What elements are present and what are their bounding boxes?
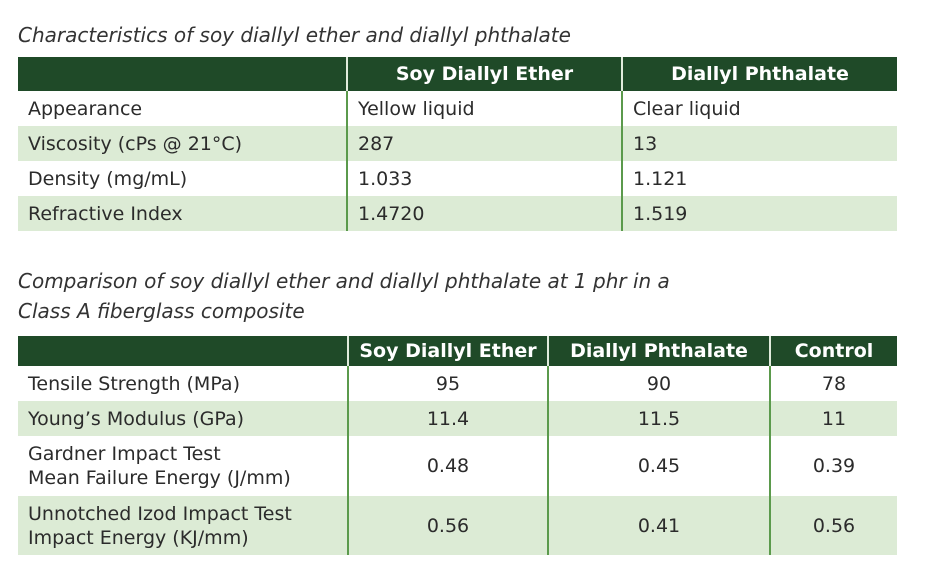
row-label: Refractive Index [18,196,347,231]
header-cell [18,336,348,366]
cell: 11 [769,401,897,436]
row: Viscosity (cPs @ 21°C) 287 13 [18,126,897,161]
row: Unnotched Izod Impact Test Impact Energy … [18,496,897,555]
header-cell: Soy Diallyl Ether [347,336,548,366]
cell: 11.4 [347,401,548,436]
header-cell: Diallyl Phthalate [547,336,770,366]
header-cell [18,57,347,91]
row-label: Appearance [28,97,143,120]
label-line: Young’s Modulus (GPa) [28,407,245,430]
row-label: Young’s Modulus (GPa) [18,401,348,436]
row: Refractive Index 1.4720 1.519 [18,196,897,231]
cell: 0.45 [547,436,770,496]
cell: 0.56 [769,496,897,555]
table-title: Characteristics of soy diallyl ether and… [18,23,571,47]
row-label: Unnotched Izod Impact Test Impact Energy … [18,496,348,555]
cell: 1.4720 [346,196,622,231]
row: Gardner Impact Test Mean Failure Energy (… [18,436,897,496]
row: Tensile Strength (MPa) 95 90 78 [18,366,897,401]
row: Young’s Modulus (GPa) 11.4 11.5 11 [18,401,897,436]
cell: 1.519 [621,196,897,231]
cell: 1.033 [346,161,622,196]
label-line: Tensile Strength (MPa) [28,372,240,395]
table: Soy Diallyl Ether Diallyl Phthalate Contro… [18,336,897,555]
title-line: Comparison of soy diallyl ether and dial… [18,269,670,293]
header-row: Soy Diallyl Ether Diallyl Phthalate Contro… [18,336,897,366]
cell: 1.121 [621,161,897,196]
cell: Yellow liquid [346,91,622,126]
label-line: Unnotched Izod Impact Test [28,502,292,525]
cell: 95 [347,366,548,401]
row: Density (mg/mL) 1.033 1.121 [18,161,897,196]
cell: 0.48 [347,436,548,496]
cell: 13 [621,126,897,161]
table-title: Comparison of soy diallyl ether and dial… [18,266,670,326]
row-label: Tensile Strength (MPa) [18,366,348,401]
table: Soy Diallyl Ether Diallyl Phthalate Appear… [18,57,897,231]
cell: 78 [769,366,897,401]
cell: Clear liquid [621,91,897,126]
cell: 0.39 [769,436,897,496]
cell: 11.5 [547,401,770,436]
row-label: Density (mg/mL) [28,167,188,190]
header-cell: Control [769,336,897,366]
label-line: Mean Failure Energy (J/mm) [28,467,291,489]
header-row: Soy Diallyl Ether Diallyl Phthalate [18,57,897,91]
cell: 90 [547,366,770,401]
label-line: Gardner Impact Test [28,443,221,465]
cell: 0.41 [547,496,770,555]
cell: 0.56 [347,496,548,555]
row-label: Gardner Impact Test Mean Failure Energy (… [18,436,348,496]
row-label: Viscosity (cPs @ 21°C) [18,126,347,161]
header-cell: Diallyl Phthalate [621,57,897,91]
row: Appearance Yellow liquid Clear liquid [18,91,897,126]
header-cell: Soy Diallyl Ether [346,57,622,91]
cell: 287 [346,126,622,161]
title-line: Class A fiberglass composite [18,299,305,323]
label-line: Impact Energy (KJ/mm) [28,526,249,549]
